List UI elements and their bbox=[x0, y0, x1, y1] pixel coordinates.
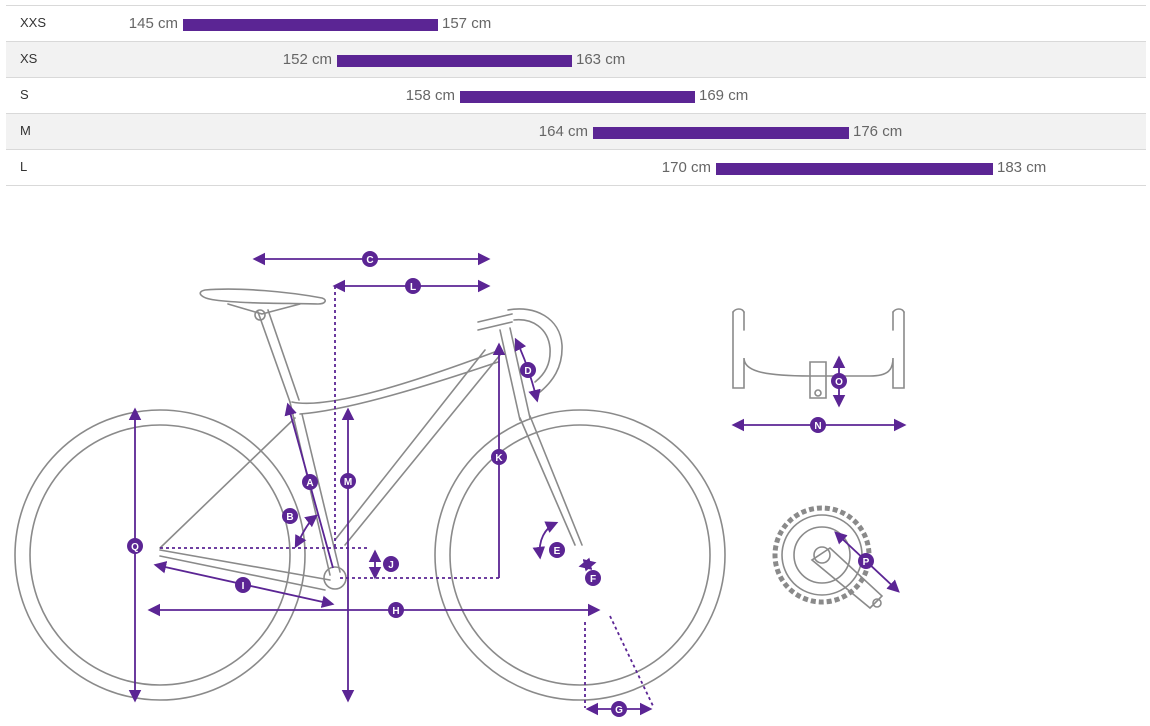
size-label: XS bbox=[20, 51, 38, 66]
label-d: D bbox=[520, 362, 536, 378]
label-q: Q bbox=[127, 538, 143, 554]
svg-text:Q: Q bbox=[131, 542, 139, 553]
seatpost bbox=[257, 309, 300, 403]
max-height-label: 176 cm bbox=[853, 123, 903, 140]
top-tube bbox=[291, 349, 501, 415]
measure-b bbox=[294, 514, 318, 549]
svg-text:P: P bbox=[863, 557, 870, 568]
label-c: C bbox=[362, 251, 378, 267]
label-h: H bbox=[388, 602, 404, 618]
min-height-label: 152 cm bbox=[282, 51, 332, 68]
size-row-s: S 158 cm 169 cm bbox=[6, 78, 1146, 114]
max-height-label: 169 cm bbox=[699, 87, 749, 104]
svg-text:K: K bbox=[495, 453, 503, 464]
seat-clamp bbox=[254, 309, 266, 321]
down-tube bbox=[334, 349, 501, 546]
svg-text:G: G bbox=[615, 705, 623, 716]
rear-rim bbox=[29, 424, 291, 686]
label-f: F bbox=[585, 570, 601, 586]
height-range-bar bbox=[716, 163, 993, 175]
svg-text:B: B bbox=[286, 512, 293, 523]
handlebar-view bbox=[732, 308, 905, 399]
bike-outline bbox=[14, 288, 726, 701]
front-wheel bbox=[434, 409, 726, 701]
label-g: G bbox=[611, 701, 627, 717]
height-range-bar bbox=[183, 19, 438, 31]
label-l: L bbox=[405, 278, 421, 294]
rear-wheel bbox=[14, 409, 306, 701]
seatstay bbox=[159, 417, 296, 549]
size-row-m: M 164 cm 176 cm bbox=[6, 114, 1146, 150]
label-a: A bbox=[302, 474, 318, 490]
min-height-label: 170 cm bbox=[661, 159, 711, 176]
measure-e bbox=[532, 521, 559, 560]
size-label: XXS bbox=[20, 15, 47, 30]
size-table: XXS 145 cm 157 cm XS 152 cm 163 cm S 158… bbox=[6, 5, 1146, 186]
svg-text:C: C bbox=[366, 255, 373, 266]
svg-text:N: N bbox=[814, 421, 821, 432]
saddle bbox=[199, 288, 327, 305]
measure-f bbox=[578, 557, 597, 572]
height-range-bar bbox=[460, 91, 695, 103]
size-label: S bbox=[20, 87, 29, 102]
handlebar-measurements bbox=[731, 355, 907, 432]
height-range-bar bbox=[337, 55, 572, 67]
label-e: E bbox=[549, 542, 565, 558]
trail-ref-2 bbox=[609, 615, 655, 709]
max-height-label: 183 cm bbox=[997, 159, 1047, 176]
stem bbox=[477, 313, 513, 331]
svg-text:I: I bbox=[242, 581, 245, 592]
label-b: B bbox=[282, 508, 298, 524]
svg-text:A: A bbox=[306, 478, 313, 489]
svg-text:F: F bbox=[590, 574, 596, 585]
svg-text:J: J bbox=[388, 560, 394, 571]
svg-text:O: O bbox=[835, 377, 843, 388]
label-j: J bbox=[383, 556, 399, 572]
label-p: P bbox=[858, 553, 874, 569]
geometry-labels: C L D K M A B Q J E F I H G O N P bbox=[127, 251, 874, 717]
min-height-label: 145 cm bbox=[128, 15, 178, 32]
handlebar bbox=[507, 308, 563, 393]
label-o: O bbox=[831, 373, 847, 389]
svg-text:D: D bbox=[524, 366, 531, 377]
svg-text:E: E bbox=[554, 546, 561, 557]
min-height-label: 164 cm bbox=[538, 123, 588, 140]
label-m: M bbox=[340, 473, 356, 489]
max-height-label: 157 cm bbox=[442, 15, 492, 32]
svg-text:L: L bbox=[410, 282, 416, 293]
size-label: M bbox=[20, 123, 31, 138]
seat-tube bbox=[289, 401, 341, 576]
svg-text:M: M bbox=[344, 477, 352, 488]
max-height-label: 163 cm bbox=[576, 51, 626, 68]
size-label: L bbox=[20, 159, 28, 174]
front-rim bbox=[449, 424, 711, 686]
svg-text:H: H bbox=[392, 606, 399, 617]
size-row-l: L 170 cm 183 cm bbox=[6, 150, 1146, 186]
size-row-xs: XS 152 cm 163 cm bbox=[6, 42, 1146, 78]
size-row-xxs: XXS 145 cm 157 cm bbox=[6, 5, 1146, 42]
label-k: K bbox=[491, 449, 507, 465]
label-n: N bbox=[810, 417, 826, 433]
fork bbox=[519, 415, 583, 546]
min-height-label: 158 cm bbox=[405, 87, 455, 104]
saddle-rail bbox=[227, 303, 301, 315]
label-i: I bbox=[235, 577, 251, 593]
height-range-bar bbox=[593, 127, 849, 139]
